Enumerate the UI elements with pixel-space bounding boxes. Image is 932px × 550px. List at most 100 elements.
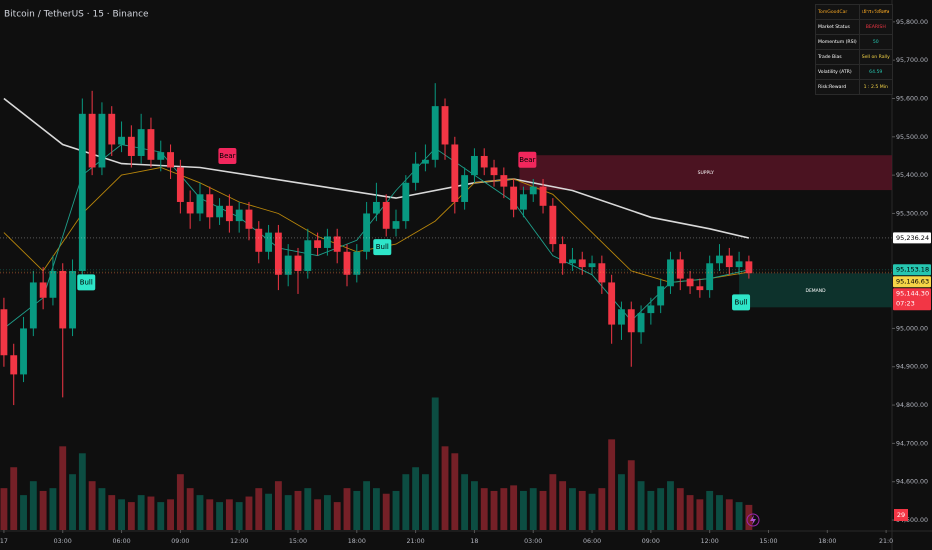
y-tick-label: 95,800.00 <box>896 19 928 26</box>
candle-body <box>402 182 410 222</box>
candle-body <box>559 244 567 264</box>
volume-bar <box>137 495 145 530</box>
candle-body <box>314 240 322 248</box>
y-tick-label: 94,600.00 <box>896 479 928 486</box>
volume-bar <box>667 481 674 530</box>
info-value: BEARISH <box>858 19 893 35</box>
candle-body <box>490 167 498 176</box>
candle-body <box>735 261 743 268</box>
candle-body <box>725 255 733 268</box>
candle-body <box>529 186 537 195</box>
candle-body <box>667 259 674 287</box>
candle-body <box>500 175 508 187</box>
price-tag-label: 95,144.30 <box>896 290 929 298</box>
candle-body <box>549 205 557 245</box>
volume-bar <box>49 488 57 530</box>
x-tick-label: 09:00 <box>642 538 660 545</box>
candle-body <box>196 194 204 214</box>
y-tick-label: 95,000.00 <box>896 325 928 332</box>
candle-body <box>539 186 547 206</box>
volume-bar <box>676 488 684 530</box>
candle-body <box>98 113 106 168</box>
volume-bar <box>480 488 488 530</box>
corner-badge <box>894 509 908 521</box>
volume-bar <box>549 474 557 530</box>
signal-label: Bull <box>376 243 389 251</box>
x-tick-label: 03:00 <box>54 538 72 545</box>
signal-marker <box>732 294 751 311</box>
candle-body <box>451 144 459 202</box>
volume-bar <box>39 490 47 530</box>
volume-bar <box>657 488 665 530</box>
price-tag <box>893 276 931 288</box>
signal-marker <box>77 274 96 291</box>
candle-body <box>382 201 390 229</box>
volume-bar <box>314 499 322 530</box>
info-row: Risk:Reward 1 : 2.5 Min <box>815 79 893 95</box>
x-tick-label: 18:00 <box>348 538 366 545</box>
candle-body <box>510 186 518 210</box>
volume-bar <box>735 502 743 530</box>
info-label: Risk:Reward <box>815 79 860 95</box>
candle-body <box>235 209 243 222</box>
y-tick-label: 94,500.00 <box>896 517 928 524</box>
info-value: 1 : 2.5 Min <box>858 79 893 95</box>
candle-body <box>294 255 302 271</box>
x-tick-label: 18 <box>470 538 478 545</box>
volume-bar <box>745 504 753 530</box>
price-tag <box>893 232 931 244</box>
info-label: Market Status <box>815 19 860 35</box>
volume-bar <box>451 453 459 530</box>
price-tag-label: 95,146.63 <box>896 278 929 286</box>
volume-bar <box>274 481 282 530</box>
volume-bar <box>255 488 263 530</box>
volume-bar <box>363 481 371 530</box>
candle-body <box>127 136 135 156</box>
candle-body <box>78 113 86 271</box>
volume-bar <box>147 496 155 530</box>
volume-bar <box>372 488 380 530</box>
candle-body <box>647 305 655 314</box>
x-tick-label: 06:00 <box>112 538 130 545</box>
candle-body <box>176 167 184 202</box>
candle-body <box>431 106 439 160</box>
candle-body <box>353 251 361 275</box>
volume-bar <box>500 488 508 530</box>
volume-bar <box>265 493 273 530</box>
candle-body <box>323 236 331 248</box>
volume-bar <box>716 495 723 530</box>
candle-body <box>157 152 165 160</box>
lightning-icon[interactable] <box>746 513 760 527</box>
candle-body <box>108 113 116 145</box>
price-tag <box>893 288 931 311</box>
candle-body <box>225 205 233 222</box>
candle-body <box>206 194 214 218</box>
volume-bar <box>402 474 410 530</box>
signal-label: Bull <box>734 298 747 306</box>
volume-bar <box>10 467 18 530</box>
candle-body <box>706 263 714 291</box>
candle-body <box>49 270 57 298</box>
candle-body <box>186 201 194 214</box>
y-tick-label: 94,900.00 <box>896 364 928 371</box>
volume-bar <box>637 481 645 530</box>
candle-body <box>0 309 8 356</box>
x-tick-label: 09:00 <box>171 538 189 545</box>
candle-body <box>686 278 694 287</box>
y-tick-label: 95,600.00 <box>896 95 928 102</box>
volume-bar <box>696 499 704 530</box>
volume-bar <box>608 439 616 530</box>
volume-bar <box>20 495 27 530</box>
candle-body <box>569 259 576 264</box>
x-tick-label: 15:00 <box>759 538 777 545</box>
info-value: Sell on Rally <box>858 49 893 65</box>
volume-bar <box>569 488 576 530</box>
candle-body <box>20 328 27 375</box>
volume-bar <box>431 397 439 530</box>
volume-bar <box>686 495 694 530</box>
lightning-glyph <box>750 515 756 525</box>
volume-bar <box>29 481 37 530</box>
zone <box>519 155 892 191</box>
candle-body <box>274 232 282 275</box>
